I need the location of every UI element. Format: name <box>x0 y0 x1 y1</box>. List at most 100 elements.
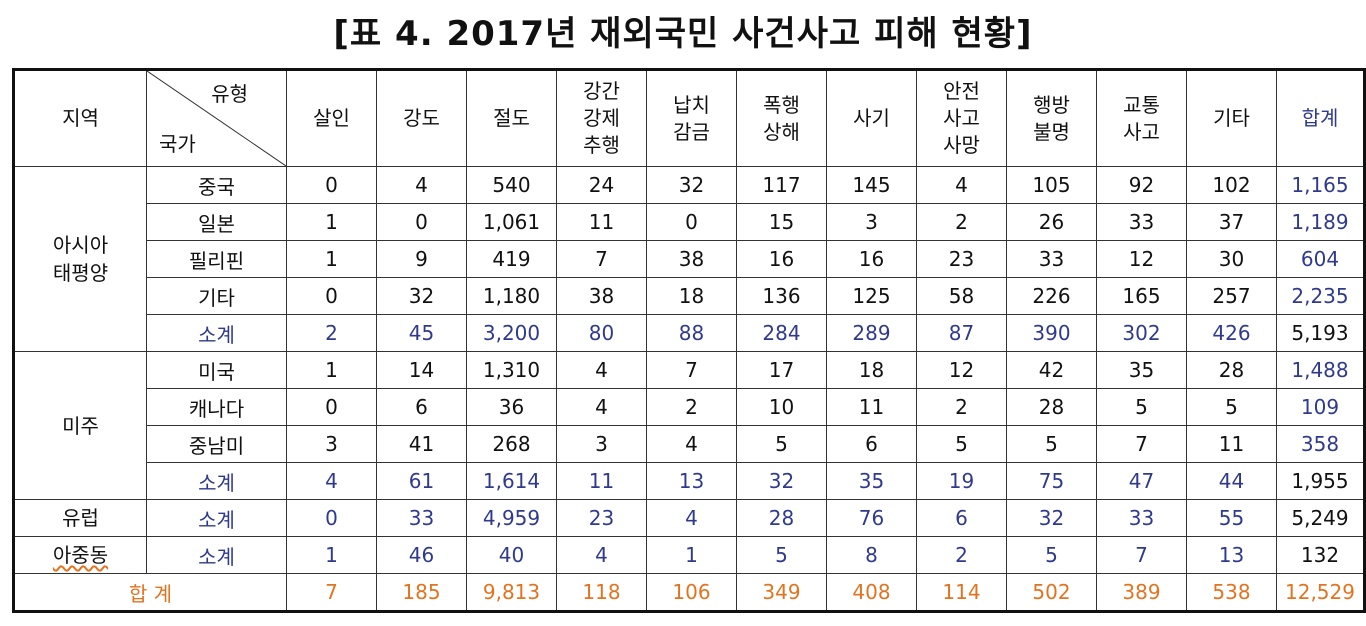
total-value: 114 <box>916 573 1007 612</box>
table-row: 기타 0 32 1,180 38 18 136 125 58 226 165 257 2,235 <box>14 277 1365 315</box>
column-header: 안전 사고 사망 <box>916 69 1007 167</box>
column-header-line: 강제 <box>583 106 620 130</box>
value-cell: 19 <box>916 462 1007 500</box>
column-header: 행방 불명 <box>1006 69 1097 167</box>
row-label: 미국 <box>146 351 287 389</box>
value-cell: 10 <box>736 388 827 426</box>
value-cell: 13 <box>1186 536 1277 574</box>
total-label: 합 계 <box>13 573 287 612</box>
header-row: 지역 유형 국가 살인 강도 절도 강간 강제 추행 납치 감금 폭행 상해 사기 안전 사고 사망 행방 불… <box>13 69 1365 167</box>
value-cell: 18 <box>646 277 737 315</box>
region-cell: 유럽 <box>13 499 147 537</box>
value-cell: 5 <box>736 425 827 463</box>
value-cell: 46 <box>376 536 467 574</box>
header-country: 국가 <box>159 132 196 156</box>
value-cell: 6 <box>916 499 1007 537</box>
value-cell: 419 <box>466 240 557 278</box>
value-cell: 136 <box>736 277 827 315</box>
column-header: 사기 <box>826 69 917 167</box>
value-cell: 58 <box>916 277 1007 315</box>
row-label: 기타 <box>146 277 287 315</box>
total-value: 7 <box>286 573 377 612</box>
region-name: 아중동 <box>52 543 109 567</box>
value-cell: 14 <box>376 351 467 389</box>
value-cell: 3 <box>286 425 377 463</box>
value-cell: 284 <box>736 314 827 352</box>
total-value: 349 <box>736 573 827 612</box>
value-cell: 47 <box>1096 462 1187 500</box>
incident-table: 지역 유형 국가 살인 강도 절도 강간 강제 추행 납치 감금 폭행 상해 사기 안전 사고 사망 행방 불… <box>12 68 1366 613</box>
total-row: 합 계 7 185 9,813 118 106 349 408 114 502 389 538 12,5… <box>13 573 1365 612</box>
value-cell: 55 <box>1186 499 1277 537</box>
value-cell: 16 <box>826 240 917 278</box>
column-header: 합계 <box>1276 69 1365 167</box>
table-row: 유럽 소계 0 33 4,959 23 4 28 76 6 32 33 55 5,249 <box>13 499 1365 537</box>
column-header-line: 상해 <box>763 119 800 144</box>
value-cell: 42 <box>1006 351 1097 389</box>
total-value: 389 <box>1096 573 1187 612</box>
column-header-line: 절도 <box>493 106 530 130</box>
table-row: 일본 1 0 1,061 11 0 15 3 2 26 33 37 1,189 <box>14 203 1365 241</box>
value-cell: 32 <box>736 462 827 500</box>
total-value: 502 <box>1006 573 1097 612</box>
column-header-line: 합계 <box>1301 106 1339 130</box>
value-cell: 15 <box>736 203 827 241</box>
value-cell: 17 <box>736 351 827 389</box>
value-cell: 4 <box>646 499 737 537</box>
value-cell: 45 <box>376 314 467 352</box>
value-cell: 257 <box>1186 277 1277 315</box>
value-cell: 5,193 <box>1276 314 1365 352</box>
column-header: 살인 <box>286 69 377 167</box>
column-header-line: 사망 <box>943 133 980 157</box>
value-cell: 1 <box>286 536 377 574</box>
value-cell: 36 <box>466 388 557 426</box>
value-cell: 102 <box>1186 166 1277 204</box>
value-cell: 35 <box>1096 351 1187 389</box>
column-header: 기타 <box>1186 69 1277 167</box>
value-cell: 75 <box>1006 462 1097 500</box>
row-label: 중남미 <box>146 425 287 463</box>
value-cell: 26 <box>1006 203 1097 241</box>
value-cell: 11 <box>1186 425 1277 463</box>
value-cell: 4 <box>286 462 377 500</box>
value-cell: 6 <box>826 425 917 463</box>
value-cell: 1 <box>286 240 377 278</box>
value-cell: 4 <box>556 536 647 574</box>
value-cell: 32 <box>646 166 737 204</box>
column-header-line: 행방 <box>1033 92 1070 117</box>
value-cell: 0 <box>286 277 377 315</box>
value-cell: 35 <box>826 462 917 500</box>
header-type-country: 유형 국가 <box>146 69 287 167</box>
column-header: 교통 사고 <box>1096 69 1187 167</box>
value-cell: 5 <box>1186 388 1277 426</box>
total-value: 185 <box>376 573 467 612</box>
value-cell: 11 <box>556 462 647 500</box>
region-name: 미주 <box>62 413 99 438</box>
total-value: 118 <box>556 573 647 612</box>
value-cell: 132 <box>1276 536 1365 574</box>
value-cell: 165 <box>1096 277 1187 315</box>
value-cell: 0 <box>286 166 377 204</box>
column-header-line: 강간 <box>583 79 620 103</box>
column-header: 강간 강제 추행 <box>556 69 647 167</box>
value-cell: 1 <box>286 203 377 241</box>
page-title: [표 4. 2017년 재외국민 사건사고 피해 현황] <box>333 14 1033 54</box>
row-label: 캐나다 <box>146 388 287 426</box>
value-cell: 3,200 <box>466 314 557 352</box>
value-cell: 80 <box>556 314 647 352</box>
column-header-line: 불명 <box>1033 119 1070 144</box>
row-label: 소계 <box>146 462 287 500</box>
column-header-line: 사고 <box>1123 119 1160 144</box>
value-cell: 16 <box>736 240 827 278</box>
value-cell: 2 <box>916 388 1007 426</box>
value-cell: 37 <box>1186 203 1277 241</box>
value-cell: 5 <box>736 536 827 574</box>
value-cell: 2 <box>916 536 1007 574</box>
value-cell: 38 <box>646 240 737 278</box>
value-cell: 7 <box>1096 536 1187 574</box>
value-cell: 289 <box>826 314 917 352</box>
column-header-line: 폭행 <box>763 92 800 117</box>
value-cell: 0 <box>376 203 467 241</box>
row-label: 일본 <box>146 203 287 241</box>
region-cell: 아시아 태평양 <box>13 166 147 352</box>
